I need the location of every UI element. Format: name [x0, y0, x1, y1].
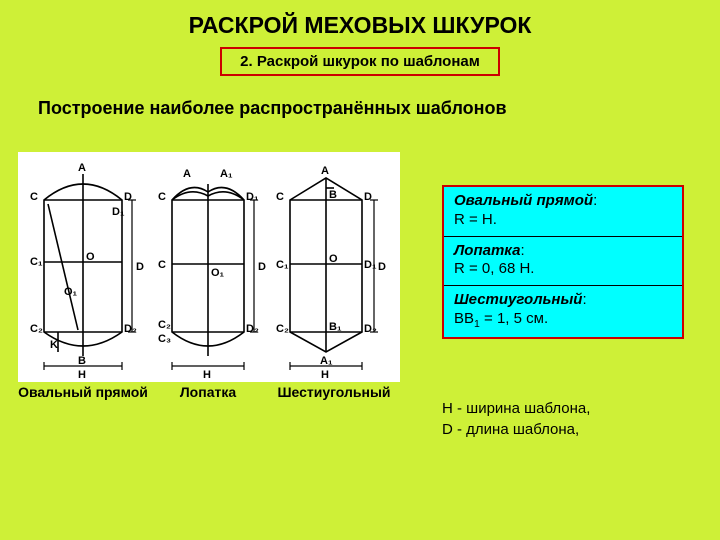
svg-text:O: O — [329, 253, 338, 265]
formula-row: Овальный прямой: R = H. — [444, 187, 682, 237]
svg-text:C₁: C₁ — [276, 259, 289, 271]
svg-text:B: B — [329, 189, 337, 201]
svg-text:O₁: O₁ — [211, 267, 225, 279]
legend-line: D - длина шаблона, — [442, 419, 590, 440]
svg-text:A: A — [321, 165, 329, 177]
svg-text:B: B — [78, 355, 86, 367]
svg-text:C₂: C₂ — [30, 323, 43, 335]
svg-text:H: H — [203, 369, 211, 381]
svg-text:D₁: D₁ — [364, 259, 377, 271]
page-title: РАСКРОЙ МЕХОВЫХ ШКУРОК — [0, 0, 720, 39]
svg-text:D₂: D₂ — [124, 323, 137, 335]
svg-text:O₁: O₁ — [64, 286, 78, 298]
svg-text:O: O — [86, 251, 95, 263]
svg-text:H: H — [321, 369, 329, 381]
svg-text:D₂: D₂ — [246, 323, 259, 335]
svg-text:A: A — [78, 162, 86, 174]
svg-text:A: A — [183, 168, 191, 180]
svg-text:C: C — [158, 259, 166, 271]
legend: H - ширина шаблона, D - длина шаблона, — [442, 398, 590, 440]
svg-text:C₂: C₂ — [276, 323, 289, 335]
svg-text:C: C — [30, 191, 38, 203]
svg-text:C₃: C₃ — [158, 333, 171, 345]
caption-2: Лопатка — [148, 384, 268, 400]
formula-row: Шестиугольный: BB1 = 1, 5 см. — [444, 286, 682, 337]
formula-row: Лопатка: R = 0, 68 H. — [444, 237, 682, 287]
svg-text:C₂: C₂ — [158, 319, 171, 331]
diagram-captions: Овальный прямой Лопатка Шестиугольный — [18, 384, 400, 400]
legend-line: H - ширина шаблона, — [442, 398, 590, 419]
formula-box: Овальный прямой: R = H. Лопатка: R = 0, … — [442, 185, 684, 339]
svg-text:D: D — [124, 191, 132, 203]
svg-text:D: D — [258, 261, 266, 273]
svg-text:A₁: A₁ — [220, 168, 233, 180]
svg-text:D₁: D₁ — [246, 191, 259, 203]
svg-text:C₁: C₁ — [30, 256, 43, 268]
svg-text:D: D — [364, 191, 372, 203]
svg-text:D: D — [136, 261, 144, 273]
svg-text:D₂: D₂ — [364, 323, 377, 335]
section-heading: Построение наиболее распространённых шаб… — [38, 98, 720, 119]
subtitle-box: 2. Раскрой шкурок по шаблонам — [220, 47, 500, 76]
diagram-panel: A C D D₁ C₁ O O₁ C₂ K B D₂ H D — [18, 152, 400, 382]
svg-text:A₁: A₁ — [320, 355, 333, 367]
svg-text:D: D — [378, 261, 386, 273]
svg-text:C: C — [276, 191, 284, 203]
caption-1: Овальный прямой — [18, 384, 148, 400]
caption-3: Шестиугольный — [268, 384, 400, 400]
svg-text:C: C — [158, 191, 166, 203]
svg-text:B₁: B₁ — [329, 321, 342, 333]
svg-text:H: H — [78, 369, 86, 381]
svg-text:K: K — [50, 339, 58, 351]
svg-text:D₁: D₁ — [112, 206, 125, 218]
